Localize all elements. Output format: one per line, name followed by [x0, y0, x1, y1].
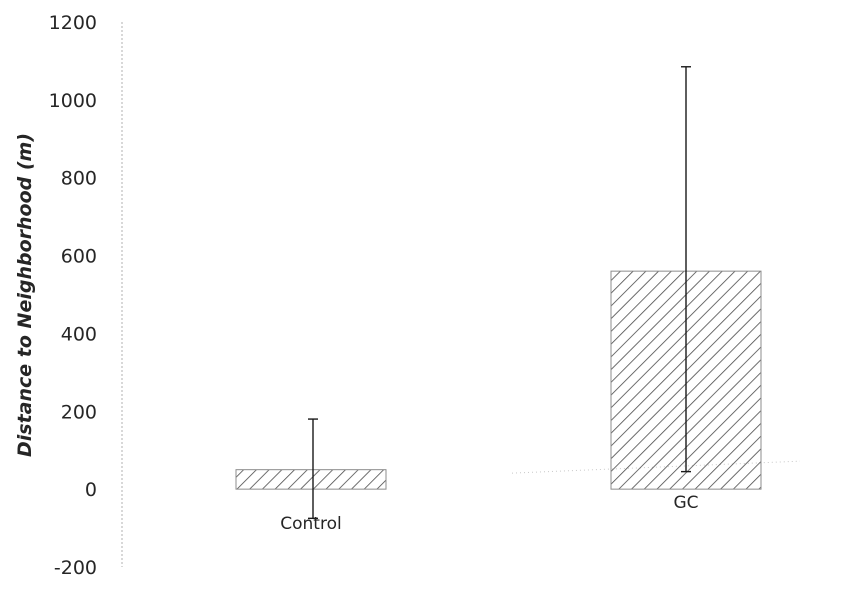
labels: -200 0 200 400 600 800 1000 1200 Control GC — [49, 12, 699, 579]
y-tick-label: 1200 — [49, 12, 97, 34]
y-tick-label: 1000 — [49, 90, 97, 112]
bars — [235, 270, 762, 490]
y-axis-title: Distance to Neighborhood (m) — [14, 133, 36, 457]
y-tick-label: 600 — [61, 246, 97, 268]
bar-control — [235, 469, 387, 490]
y-tick-label: -200 — [54, 557, 97, 579]
category-label-control: Control — [280, 514, 341, 534]
y-tick-label: 0 — [85, 479, 97, 501]
y-tick-label: 800 — [61, 168, 97, 190]
error-bars — [308, 66, 691, 520]
y-tick-label: 400 — [61, 323, 97, 345]
y-tick-label: 200 — [61, 401, 97, 423]
category-label-gc: GC — [673, 493, 698, 513]
